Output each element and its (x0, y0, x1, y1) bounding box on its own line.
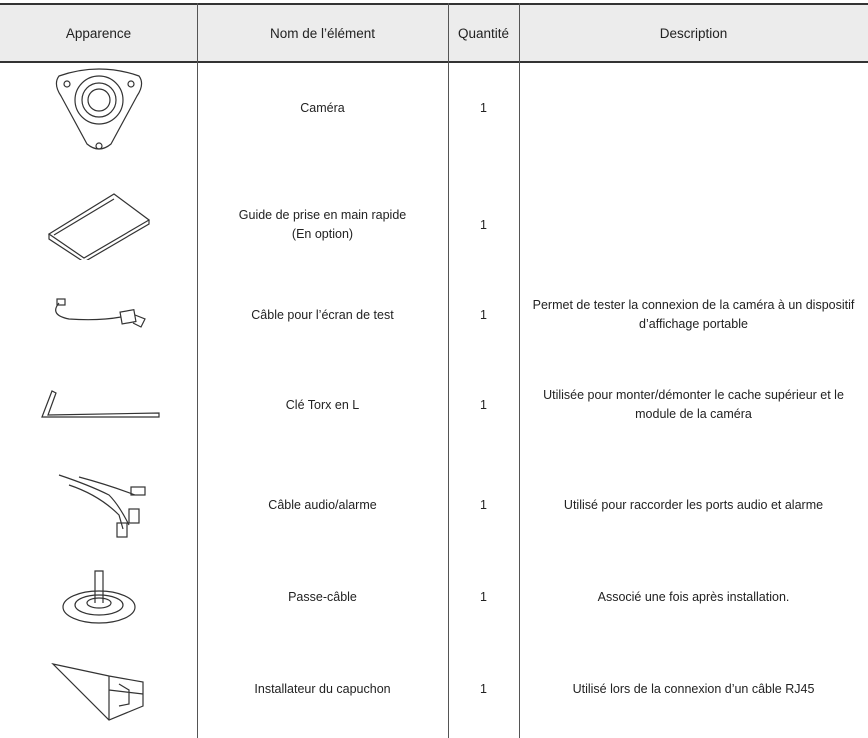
item-quantity: 1 (480, 681, 487, 696)
column-header: Nom de l’élément (269, 25, 376, 41)
item-icon (55, 68, 142, 150)
item-quantity: 1 (480, 589, 487, 604)
item-image (0, 295, 197, 335)
item-icon (58, 474, 146, 538)
item-name: Guide de prise en main rapide (En option… (238, 208, 407, 241)
item-quantity: 1 (480, 100, 487, 115)
item-description: Utilisé lors de la connexion d’un câble … (572, 681, 815, 696)
item-icon (50, 662, 144, 721)
item-name: Passe-câble (288, 589, 357, 604)
item-image (0, 535, 197, 659)
item-image (0, 155, 197, 295)
item-icon (40, 390, 160, 418)
item-quantity: 1 (480, 217, 487, 232)
column-line (448, 3, 449, 738)
item-quantity: 1 (480, 397, 487, 412)
item-image (0, 474, 197, 538)
column-line (197, 3, 198, 738)
column-line (519, 3, 520, 738)
item-icon (54, 298, 146, 328)
item-image (0, 335, 197, 475)
column-header: Quantité (457, 25, 510, 41)
column-header: Description (659, 25, 728, 41)
item-name: Câble pour l’écran de test (251, 307, 394, 322)
item-name: Installateur du capuchon (254, 681, 391, 696)
header-row (0, 3, 868, 63)
item-name: Clé Torx en L (285, 397, 360, 412)
item-description: Permet de tester la connexion de la camé… (532, 298, 855, 331)
item-quantity: 1 (480, 497, 487, 512)
item-image (0, 659, 197, 721)
item-icon (61, 570, 136, 624)
item-description: Associé une fois après installation. (597, 589, 790, 604)
item-description: Utilisée pour monter/démonter le cache s… (543, 388, 844, 421)
item-icon (47, 193, 150, 260)
item-name: Câble audio/alarme (268, 497, 377, 512)
column-header: Apparence (65, 25, 132, 41)
item-name: Caméra (300, 100, 345, 115)
item-image (0, 61, 197, 155)
item-description: Utilisé pour raccorder les ports audio e… (563, 497, 824, 512)
item-quantity: 1 (480, 307, 487, 322)
